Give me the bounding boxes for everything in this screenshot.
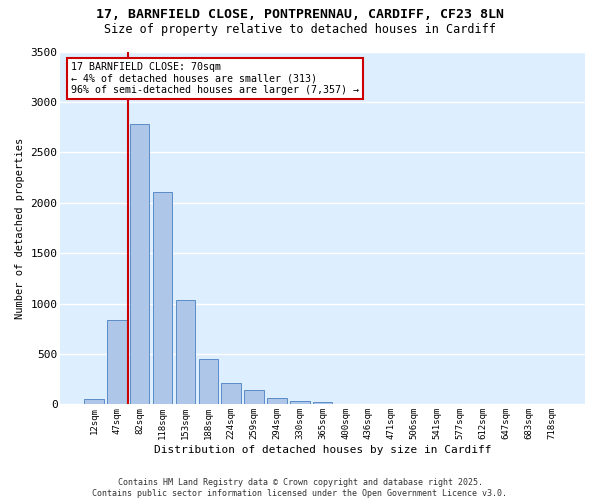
Bar xyxy=(130,124,149,404)
Text: Contains HM Land Registry data © Crown copyright and database right 2025.
Contai: Contains HM Land Registry data © Crown c… xyxy=(92,478,508,498)
Text: 17 BARNFIELD CLOSE: 70sqm
← 4% of detached houses are smaller (313)
96% of semi-: 17 BARNFIELD CLOSE: 70sqm ← 4% of detach… xyxy=(71,62,359,96)
Bar xyxy=(176,300,195,405)
Bar xyxy=(84,399,104,404)
Text: 17, BARNFIELD CLOSE, PONTPRENNAU, CARDIFF, CF23 8LN: 17, BARNFIELD CLOSE, PONTPRENNAU, CARDIF… xyxy=(96,8,504,20)
Bar xyxy=(244,390,264,404)
Y-axis label: Number of detached properties: Number of detached properties xyxy=(15,138,25,318)
Bar xyxy=(290,401,310,404)
Bar xyxy=(267,398,287,404)
Bar xyxy=(107,320,127,404)
Bar xyxy=(153,192,172,404)
Text: Size of property relative to detached houses in Cardiff: Size of property relative to detached ho… xyxy=(104,22,496,36)
Bar xyxy=(221,383,241,404)
Bar xyxy=(313,402,332,404)
Bar xyxy=(199,358,218,405)
X-axis label: Distribution of detached houses by size in Cardiff: Distribution of detached houses by size … xyxy=(154,445,491,455)
